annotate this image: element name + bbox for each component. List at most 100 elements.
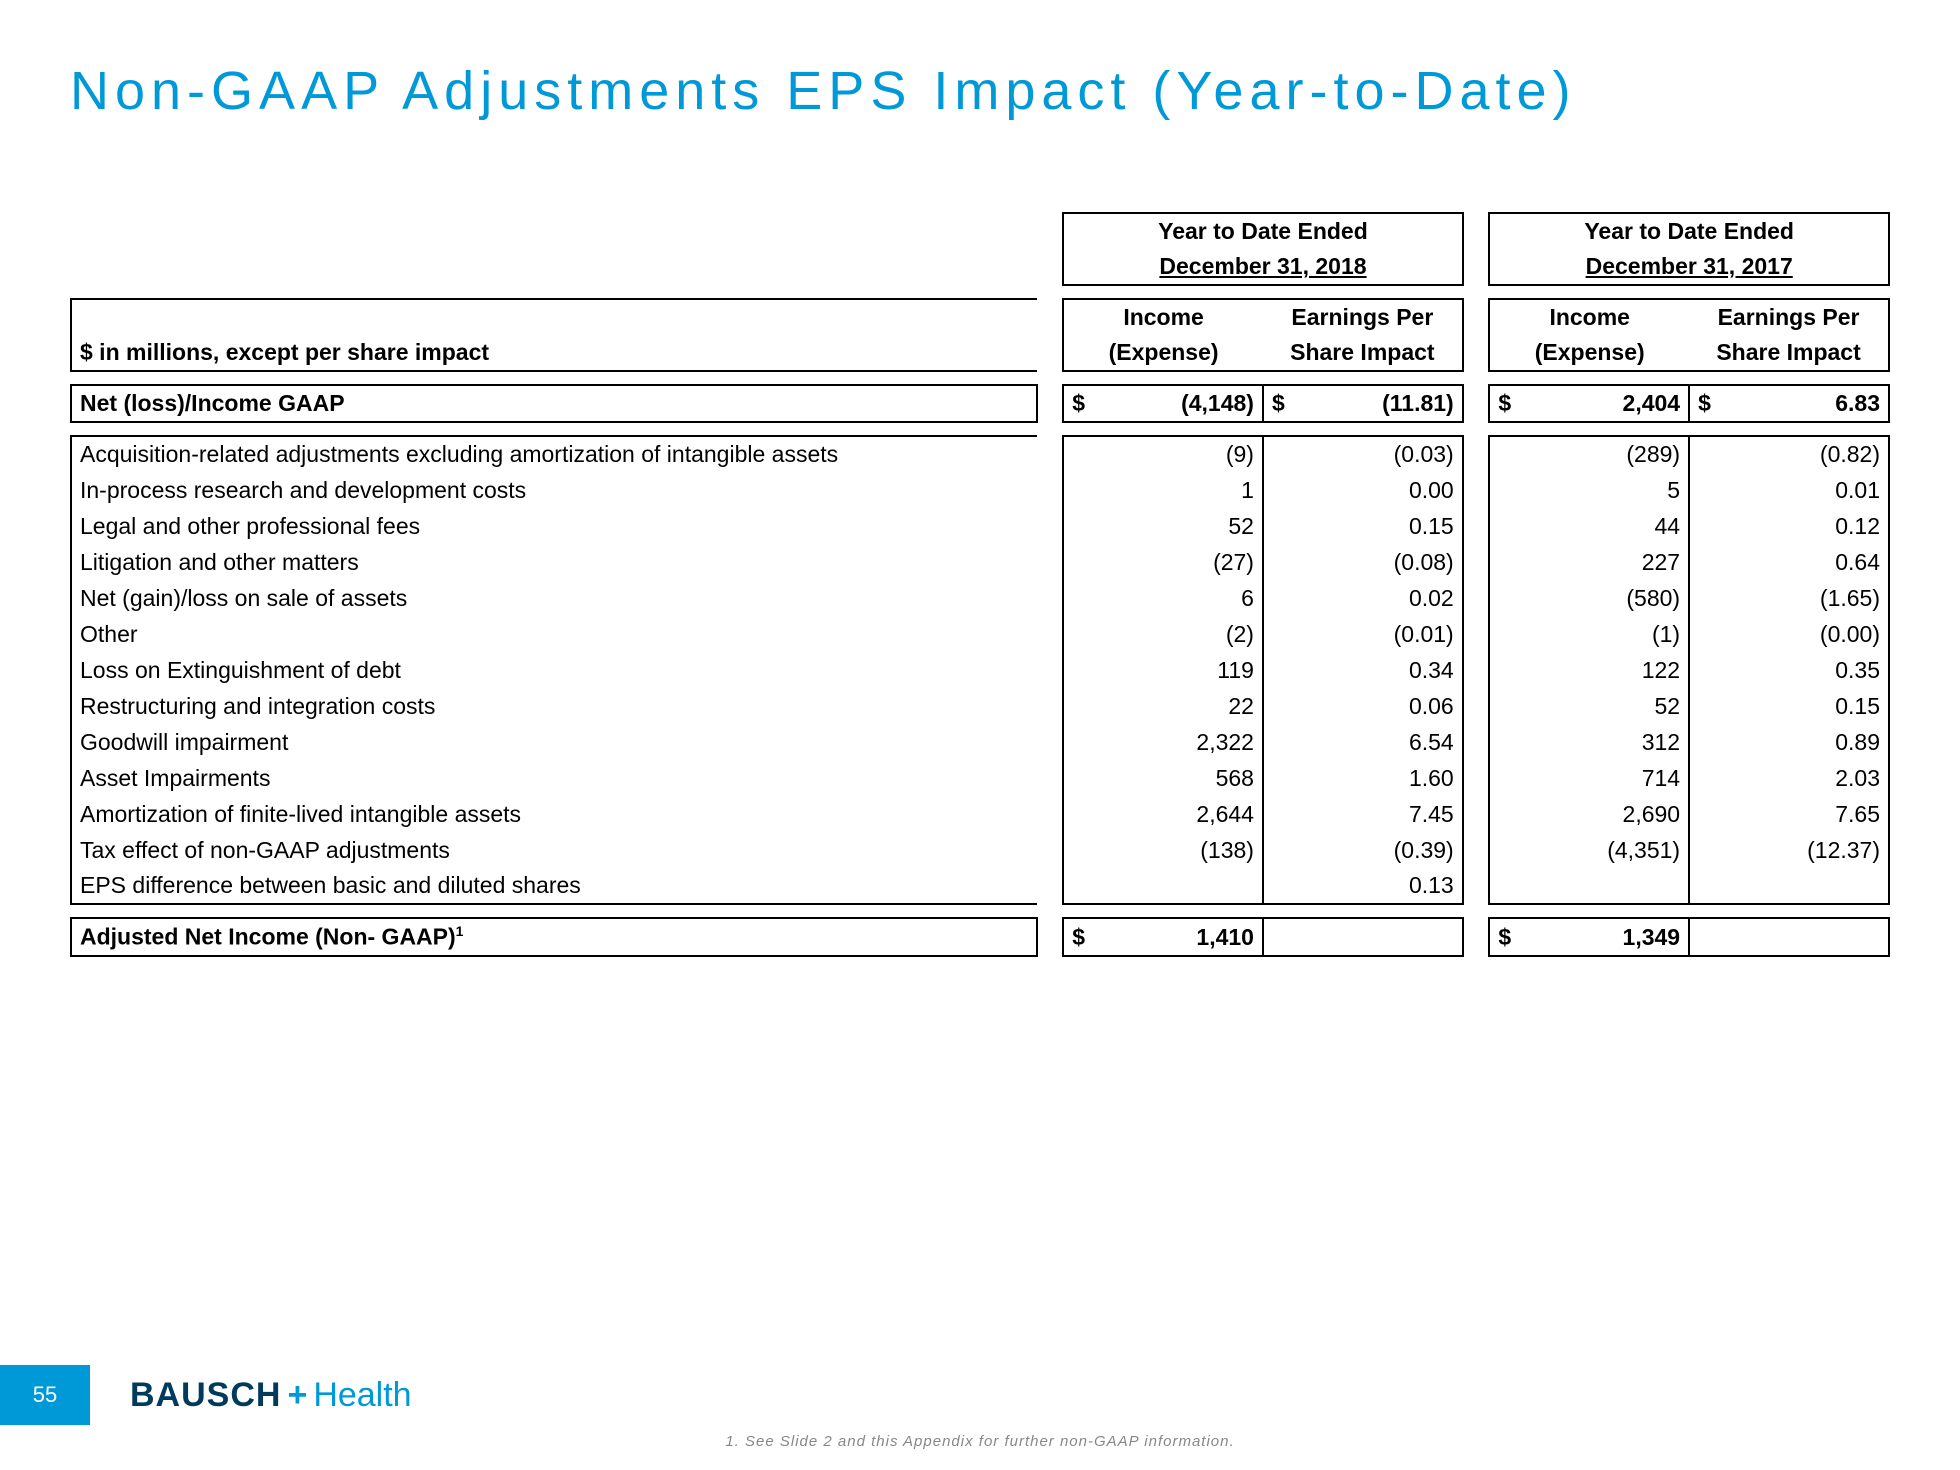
litig-inc2: 227 (1523, 544, 1689, 580)
iprd-inc2: 5 (1523, 472, 1689, 508)
iprd-inc1: 1 (1097, 472, 1263, 508)
period-2017-line1: Year to Date Ended (1489, 213, 1889, 249)
amort-inc1: 2,644 (1097, 796, 1263, 832)
legal-eps2: 0.12 (1722, 508, 1889, 544)
epsdiff-label: EPS difference between basic and diluted… (71, 868, 1037, 904)
restruct-eps1: 0.06 (1296, 688, 1462, 724)
acq-label: Acquisition-related adjustments excludin… (71, 436, 1037, 472)
iprd-label: In-process research and development cost… (71, 472, 1037, 508)
goodwill-inc1: 2,322 (1097, 724, 1263, 760)
amort-label: Amortization of finite-lived intangible … (71, 796, 1037, 832)
column-header-row1: Income Earnings Per Income Earnings Per (71, 299, 1889, 335)
row-epsdiff: EPS difference between basic and diluted… (71, 868, 1889, 904)
net-loss-eps2: 6.83 (1722, 385, 1889, 422)
other-eps2: (0.00) (1722, 616, 1889, 652)
footer: 55 BAUSCH+ Health 1. See Slide 2 and thi… (0, 1365, 1960, 1470)
row-other: Other (2) (0.01) (1) (0.00) (71, 616, 1889, 652)
gainloss-eps1: 0.02 (1296, 580, 1462, 616)
restruct-inc1: 22 (1097, 688, 1263, 724)
adjusted-label: Adjusted Net Income (Non- GAAP)1 (71, 918, 1037, 956)
currency-sym: $ (1063, 385, 1096, 422)
acq-inc1: (9) (1097, 436, 1263, 472)
period-header-row: Year to Date Ended Year to Date Ended (71, 213, 1889, 249)
column-header-row2: $ in millions, except per share impact (… (71, 335, 1889, 371)
restruct-inc2: 52 (1523, 688, 1689, 724)
row-gainloss: Net (gain)/loss on sale of assets 6 0.02… (71, 580, 1889, 616)
header-income-1: Income (1063, 299, 1263, 335)
row-legal: Legal and other professional fees 52 0.1… (71, 508, 1889, 544)
legal-eps1: 0.15 (1296, 508, 1462, 544)
row-net-loss: Net (loss)/Income GAAP $ (4,148) $ (11.8… (71, 385, 1889, 422)
amort-eps1: 7.45 (1296, 796, 1462, 832)
asset-eps2: 2.03 (1722, 760, 1889, 796)
row-adjusted: Adjusted Net Income (Non- GAAP)1 $ 1,410… (71, 918, 1889, 956)
header-expense-1: (Expense) (1063, 335, 1263, 371)
litig-inc1: (27) (1097, 544, 1263, 580)
row-asset: Asset Impairments 568 1.60 714 2.03 (71, 760, 1889, 796)
logo-health-text: Health (313, 1376, 411, 1415)
company-logo: BAUSCH+ Health (130, 1376, 412, 1415)
asset-inc1: 568 (1097, 760, 1263, 796)
amort-eps2: 7.65 (1722, 796, 1889, 832)
lossdebt-eps2: 0.35 (1722, 652, 1889, 688)
row-tax: Tax effect of non-GAAP adjustments (138)… (71, 832, 1889, 868)
header-row-label: $ in millions, except per share impact (71, 335, 1037, 371)
restruct-eps2: 0.15 (1722, 688, 1889, 724)
period-2018-line2: December 31, 2018 (1063, 249, 1463, 285)
epsdiff-inc2 (1523, 868, 1689, 904)
acq-inc2: (289) (1523, 436, 1689, 472)
tax-eps1: (0.39) (1296, 832, 1462, 868)
goodwill-eps2: 0.89 (1722, 724, 1889, 760)
legal-inc2: 44 (1523, 508, 1689, 544)
asset-eps1: 1.60 (1296, 760, 1462, 796)
gainloss-label: Net (gain)/loss on sale of assets (71, 580, 1037, 616)
epsdiff-inc1 (1097, 868, 1263, 904)
header-expense-2: (Expense) (1489, 335, 1689, 371)
goodwill-inc2: 312 (1523, 724, 1689, 760)
currency-sym: $ (1263, 385, 1296, 422)
header-eps-2a: Earnings Per (1689, 299, 1889, 335)
iprd-eps2: 0.01 (1722, 472, 1889, 508)
lossdebt-inc2: 122 (1523, 652, 1689, 688)
iprd-eps1: 0.00 (1296, 472, 1462, 508)
goodwill-label: Goodwill impairment (71, 724, 1037, 760)
other-eps1: (0.01) (1296, 616, 1462, 652)
other-label: Other (71, 616, 1037, 652)
net-loss-eps1: (11.81) (1296, 385, 1462, 422)
net-loss-label: Net (loss)/Income GAAP (71, 385, 1037, 422)
lossdebt-inc1: 119 (1097, 652, 1263, 688)
legal-inc1: 52 (1097, 508, 1263, 544)
asset-label: Asset Impairments (71, 760, 1037, 796)
restruct-label: Restructuring and integration costs (71, 688, 1037, 724)
header-eps-1a: Earnings Per (1263, 299, 1463, 335)
row-acq: Acquisition-related adjustments excludin… (71, 436, 1889, 472)
row-goodwill: Goodwill impairment 2,322 6.54 312 0.89 (71, 724, 1889, 760)
currency-sym: $ (1489, 385, 1522, 422)
other-inc2: (1) (1523, 616, 1689, 652)
currency-sym: $ (1489, 918, 1522, 956)
slide: Non-GAAP Adjustments EPS Impact (Year-to… (0, 0, 1960, 1470)
header-income-2: Income (1489, 299, 1689, 335)
lossdebt-eps1: 0.34 (1296, 652, 1462, 688)
litig-label: Litigation and other matters (71, 544, 1037, 580)
header-eps-1b: Share Impact (1263, 335, 1463, 371)
tax-eps2: (12.37) (1722, 832, 1889, 868)
amort-inc2: 2,690 (1523, 796, 1689, 832)
litig-eps1: (0.08) (1296, 544, 1462, 580)
gainloss-inc2: (580) (1523, 580, 1689, 616)
row-litig: Litigation and other matters (27) (0.08)… (71, 544, 1889, 580)
row-lossdebt: Loss on Extinguishment of debt 119 0.34 … (71, 652, 1889, 688)
row-iprd: In-process research and development cost… (71, 472, 1889, 508)
gainloss-inc1: 6 (1097, 580, 1263, 616)
net-loss-inc1: (4,148) (1097, 385, 1263, 422)
financial-table: Year to Date Ended Year to Date Ended De… (70, 212, 1890, 957)
epsdiff-eps2 (1722, 868, 1889, 904)
footnote-text: 1. See Slide 2 and this Appendix for fur… (0, 1425, 1960, 1470)
logo-plus-icon: + (287, 1376, 307, 1415)
tax-label: Tax effect of non-GAAP adjustments (71, 832, 1037, 868)
slide-title: Non-GAAP Adjustments EPS Impact (Year-to… (70, 60, 1890, 122)
adjusted-eps2 (1722, 918, 1889, 956)
page-number: 55 (0, 1365, 90, 1425)
currency-sym: $ (1063, 918, 1096, 956)
logo-bausch-text: BAUSCH (130, 1376, 281, 1415)
